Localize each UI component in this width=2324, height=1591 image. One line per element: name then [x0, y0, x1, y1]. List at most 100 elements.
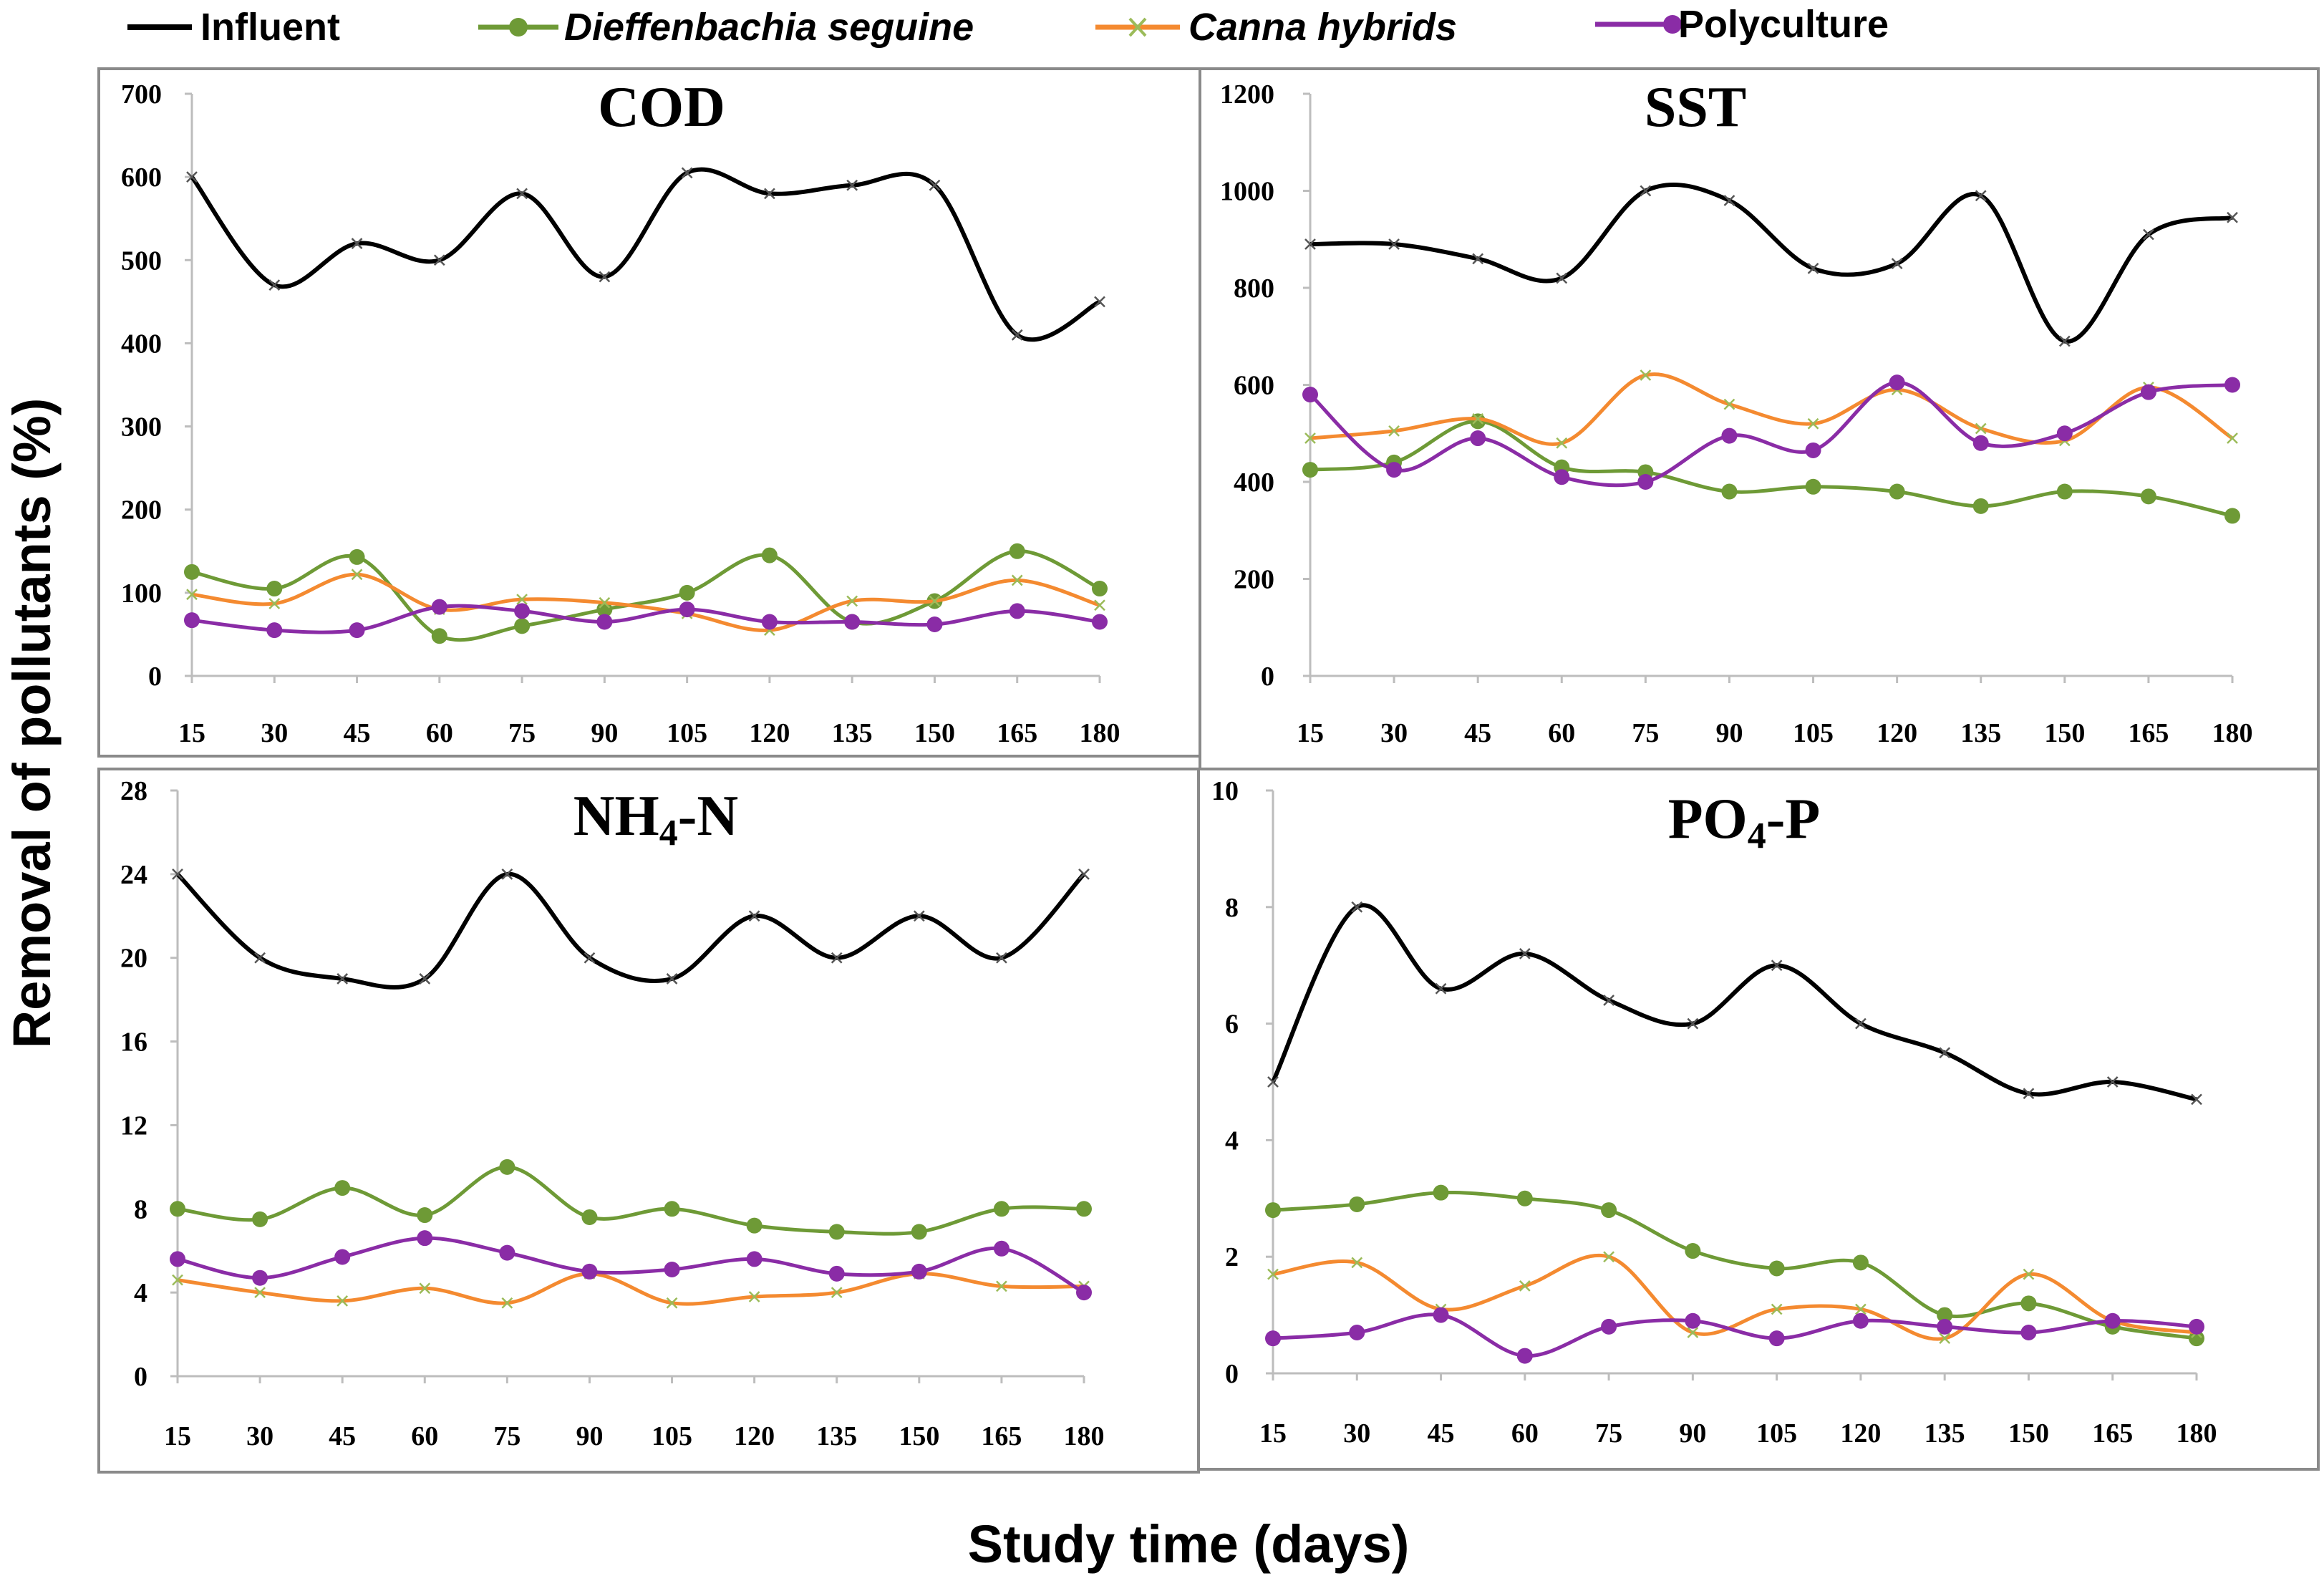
- legend-item-canna: Canna hybrids: [1095, 6, 1457, 49]
- po4-p-influent-point: [1351, 901, 1363, 913]
- po4-p-x-tick-label: 120: [1840, 1418, 1881, 1449]
- panel-frame-sst: [1199, 67, 2320, 770]
- legend-item-polyculture: Polyculture: [1595, 3, 1889, 46]
- po4-p-y-tick-label: 8: [1225, 893, 1239, 923]
- cod-x-tick-label: 60: [426, 718, 453, 748]
- sst-polyculture-point: [1721, 427, 1738, 444]
- cod-y-tick-label: 0: [148, 662, 162, 692]
- cod-polyculture-point: [596, 614, 613, 630]
- cod-x-tick-label: 75: [508, 718, 536, 748]
- po4-p-dieffenbachia-seguine-point: [1685, 1243, 1701, 1259]
- po4-p-x-tick-label: 90: [1679, 1418, 1706, 1449]
- po4-p-x-tick-label: 165: [2092, 1418, 2133, 1449]
- po4-p-canna-hybrids-point: [1939, 1333, 1951, 1345]
- sst-series-polyculture-line: [1309, 380, 2233, 488]
- po4-p-x-tick-label: 105: [1756, 1418, 1797, 1449]
- cod-influent-point: [1094, 296, 1105, 308]
- nh4-n-series-dieffenbachia-seguine-line: [177, 1165, 1085, 1236]
- nh4-n-canna-hybrids-point: [831, 1287, 843, 1299]
- sst-canna-hybrids-point: [1807, 417, 1819, 430]
- sst-y-tick-label: 1200: [1220, 79, 1274, 110]
- cod-y-tick-label: 500: [121, 246, 162, 276]
- po4-p-influent-point: [1519, 948, 1531, 959]
- nh4-n-canna-hybrids-point: [748, 1291, 760, 1302]
- sst-series-influent-line: [1309, 182, 2233, 344]
- sst-series-dieffenbachia-seguine-line: [1309, 419, 2233, 518]
- sst-x-tick-label: 180: [2212, 718, 2253, 748]
- po4-p-dieffenbachia-seguine-point: [1852, 1254, 1869, 1271]
- po4-p-title: PO4-P: [1668, 788, 1821, 856]
- nh4-n-polyculture-point: [334, 1249, 351, 1265]
- sst-x-tick-label: 105: [1793, 718, 1834, 748]
- nh4-n-dieffenbachia-seguine-point: [252, 1211, 268, 1227]
- cod-polyculture-point: [349, 622, 365, 639]
- po4-p-influent-point: [2106, 1076, 2119, 1088]
- cod-canna-hybrids-point: [599, 596, 611, 609]
- po4-p-polyculture-point: [1685, 1312, 1701, 1329]
- nh4-n-polyculture-point: [664, 1262, 680, 1278]
- nh4-n-dieffenbachia-seguine-point: [746, 1217, 762, 1234]
- cod-polyculture-point: [431, 599, 447, 615]
- cod-dieffenbachia-seguine-point: [1009, 543, 1025, 559]
- sst-polyculture-point: [1302, 387, 1318, 403]
- nh4-n-x-tick-label: 150: [899, 1421, 939, 1451]
- sst-x-tick-label: 15: [1297, 718, 1324, 748]
- sst-influent-point: [1891, 258, 1903, 270]
- cod-influent-point: [186, 171, 198, 183]
- nh4-n-polyculture-point: [746, 1251, 762, 1267]
- po4-p-dieffenbachia-seguine-point: [2020, 1295, 2037, 1312]
- sst-canna-hybrids-point: [1556, 437, 1568, 449]
- sst-y-tick-label: 200: [1234, 565, 1274, 595]
- nh4-n-dieffenbachia-seguine-point: [911, 1224, 927, 1240]
- cod-title: COD: [598, 76, 725, 139]
- po4-p-series-canna-hybrids-line: [1272, 1253, 2197, 1341]
- cod-influent-point: [846, 179, 858, 191]
- y-axis-title: Removal of pollutants (%): [2, 398, 62, 1049]
- nh4-n-dieffenbachia-seguine-point: [170, 1201, 185, 1217]
- po4-p-influent-point: [1603, 995, 1614, 1006]
- nh4-n-canna-hybrids-point: [996, 1280, 1007, 1292]
- sst-polyculture-point: [2224, 377, 2240, 393]
- nh4-n-y-tick-label: 24: [120, 860, 147, 890]
- po4-p-dieffenbachia-seguine-point: [1349, 1196, 1365, 1212]
- sst-influent-point: [2227, 211, 2238, 223]
- nh4-n-polyculture-point: [417, 1230, 433, 1247]
- po4-p-dieffenbachia-seguine-point: [1768, 1260, 1785, 1277]
- sst-influent-point: [1975, 190, 1987, 202]
- cod-canna-hybrids-point: [186, 589, 198, 601]
- po4-p-influent-point: [1435, 982, 1447, 995]
- po4-p-canna-hybrids-point: [1687, 1327, 1699, 1338]
- nh4-n-influent-point: [1078, 868, 1090, 880]
- sst-canna-hybrids-point: [2227, 432, 2238, 444]
- cod-dieffenbachia-seguine-point: [514, 618, 531, 634]
- sst-y-tick-label: 1000: [1220, 177, 1274, 207]
- sst-y-tick-label: 800: [1234, 274, 1274, 304]
- po4-p-polyculture-point: [1349, 1325, 1365, 1341]
- po4-p-influent-point: [1771, 959, 1783, 972]
- cod-canna-hybrids-point: [1011, 574, 1023, 586]
- sst-x-tick-label: 60: [1548, 718, 1575, 748]
- nh4-n-canna-hybrids-point: [501, 1297, 513, 1309]
- cod-dieffenbachia-seguine-point: [761, 547, 778, 564]
- po4-p-polyculture-point: [1516, 1348, 1533, 1364]
- nh4-n-influent-point: [584, 952, 596, 964]
- panel-frame-cod: [97, 67, 1201, 758]
- cod-canna-hybrids-point: [351, 569, 363, 581]
- cod-polyculture-point: [1009, 603, 1025, 619]
- panel-po4p: 0 2 4 6 8 10 15 30 45 60 75 90 105 120 135 150 165 180 PO4…: [1211, 776, 2217, 1449]
- sst-series-canna-hybrids-line: [1309, 372, 2234, 446]
- nh4-n-y-tick-label: 0: [134, 1362, 147, 1392]
- nh4-n-x-tick-label: 15: [164, 1421, 191, 1451]
- legend-label-canna: Canna hybrids: [1188, 6, 1457, 49]
- cod-x-tick-label: 120: [749, 718, 790, 748]
- sst-influent-point: [1556, 272, 1568, 284]
- nh4-n-influent-point: [172, 868, 183, 880]
- cod-dieffenbachia-seguine-point: [679, 584, 695, 601]
- nh4-n-dieffenbachia-seguine-point: [828, 1224, 845, 1240]
- po4-p-x-tick-label: 15: [1259, 1418, 1287, 1449]
- cod-canna-hybrids-point: [1094, 599, 1105, 611]
- cod-x-tick-label: 180: [1080, 718, 1120, 748]
- sst-canna-hybrids-point: [1472, 413, 1484, 425]
